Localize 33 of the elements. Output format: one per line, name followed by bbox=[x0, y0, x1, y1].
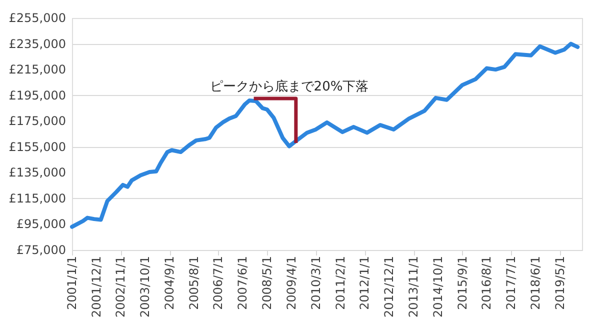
y-tick-label: £195,000 bbox=[8, 88, 66, 102]
x-tick-label: 2012/12/1 bbox=[382, 256, 396, 318]
x-tick-label: 2016/8/1 bbox=[480, 256, 494, 310]
x-tick-label: 2005/8/1 bbox=[186, 256, 201, 310]
x-tick-label: 2009/4/1 bbox=[284, 256, 298, 310]
x-tick-label: 2001/12/1 bbox=[89, 256, 104, 318]
x-tick-label: 2002/11/1 bbox=[114, 256, 128, 318]
x-tick-label: 2017/7/1 bbox=[504, 256, 518, 310]
x-tick-label: 2011/2/1 bbox=[333, 256, 348, 310]
y-tick-label: £215,000 bbox=[8, 62, 66, 77]
y-tick-label: £175,000 bbox=[8, 114, 66, 128]
y-tick-label: £75,000 bbox=[16, 243, 66, 257]
x-tick-label: 2008/5/1 bbox=[260, 256, 274, 310]
y-tick-label: £115,000 bbox=[8, 191, 66, 206]
x-tick-label: 2006/7/1 bbox=[211, 256, 226, 310]
y-tick-label: £95,000 bbox=[16, 217, 66, 232]
annotation: ピークから底まで20%下落 bbox=[210, 80, 369, 95]
x-tick-label: 2013/11/1 bbox=[406, 256, 421, 318]
x-tick-label: 2015/9/1 bbox=[455, 256, 470, 310]
x-tick-label: 2004/9/1 bbox=[162, 256, 177, 310]
line-series bbox=[70, 42, 580, 229]
y-tick-label: £135,000 bbox=[8, 166, 66, 180]
x-tick-label: 2019/5/1 bbox=[552, 256, 567, 310]
x-tick-label: 2007/6/1 bbox=[236, 256, 250, 310]
x-tick-label: 2003/10/1 bbox=[138, 256, 152, 318]
y-tick-label: £235,000 bbox=[8, 36, 66, 51]
x-tick-label: 2010/3/1 bbox=[308, 256, 323, 310]
x-tick-label: 2014/10/1 bbox=[430, 256, 445, 318]
x-tick-label: 2018/6/1 bbox=[528, 256, 542, 310]
y-tick-label: £155,000 bbox=[8, 140, 66, 154]
x-tick-label: 2001/1/1 bbox=[65, 256, 79, 310]
x-tick-label: 2012/1/1 bbox=[358, 256, 372, 310]
y-tick-label: £255,000 bbox=[8, 11, 66, 25]
